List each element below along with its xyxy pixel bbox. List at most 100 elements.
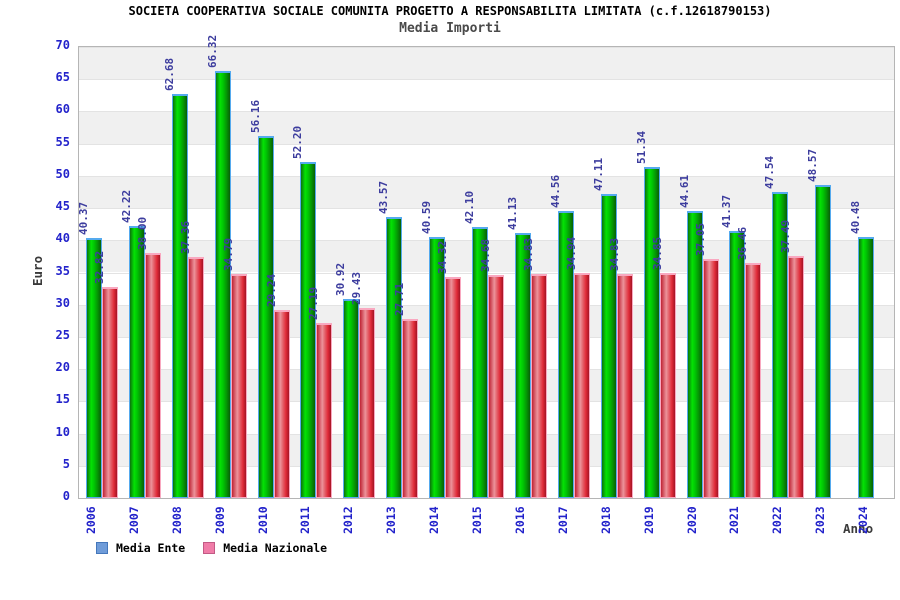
bar-media-nazionale	[316, 322, 333, 498]
bar-media-nazionale	[659, 273, 676, 498]
y-tick-label: 45	[55, 199, 70, 214]
x-tick-label: 2020	[684, 506, 699, 534]
x-tick-label: 2012	[341, 506, 356, 534]
bar-media-ente	[815, 185, 832, 498]
bar-value-label: 41.37	[720, 195, 734, 229]
bar-value-label: 62.68	[162, 58, 176, 92]
bar-media-ente	[729, 231, 746, 498]
bar-media-ente	[214, 70, 231, 498]
y-tick-label: 50	[55, 166, 70, 181]
bar-value-label: 34.32	[436, 240, 450, 274]
bar-media-nazionale	[445, 276, 462, 498]
y-tick-label: 65	[55, 70, 70, 85]
bar-value-label: 32.82	[93, 250, 106, 284]
bar-media-nazionale	[144, 253, 161, 498]
bar-media-nazionale	[788, 256, 805, 498]
bar-value-label: 37.05	[693, 223, 707, 257]
x-tick-label: 2022	[770, 506, 785, 534]
y-tick-label: 30	[55, 295, 70, 310]
bar-value-label: 42.22	[119, 189, 133, 223]
bar-value-label: 34.94	[564, 236, 578, 270]
bar-value-label: 56.16	[248, 100, 262, 134]
bar-media-nazionale	[359, 308, 376, 498]
bar-media-nazionale	[573, 272, 590, 498]
bar-value-label: 34.83	[607, 237, 621, 271]
chart-title: SOCIETA COOPERATIVA SOCIALE COMUNITA PRO…	[128, 4, 772, 18]
bar-media-ente	[472, 226, 489, 498]
bar-media-ente	[86, 237, 102, 498]
bar-value-label: 40.37	[77, 201, 90, 235]
bar-value-label: 44.61	[677, 174, 691, 208]
bar-value-label: 34.79	[221, 237, 235, 271]
bar-value-label: 30.92	[334, 262, 348, 296]
bar-value-label: 27.71	[393, 283, 407, 317]
x-tick-label: 2015	[470, 506, 485, 534]
y-tick-label: 60	[55, 102, 70, 117]
bar-media-nazionale	[488, 274, 505, 498]
bar-value-label: 36.46	[736, 226, 750, 261]
x-tick-label: 2024	[856, 506, 871, 534]
bar-media-nazionale	[273, 309, 290, 498]
x-tick-label: 2010	[255, 506, 270, 534]
bar-value-label: 43.57	[377, 181, 391, 215]
bar-value-label: 40.48	[849, 201, 863, 235]
bar-media-ente	[643, 167, 660, 498]
bar-value-label: 37.49	[779, 220, 793, 254]
bar-value-label: 40.59	[420, 200, 434, 234]
bar-media-ente	[600, 194, 617, 498]
x-axis-title: Anno	[843, 521, 874, 536]
bar-media-ente	[858, 237, 875, 498]
bar-value-label: 47.11	[591, 158, 605, 192]
x-tick-label: 2019	[641, 506, 656, 534]
bar-media-ente	[429, 236, 446, 498]
bar-media-ente	[514, 233, 531, 498]
bar-media-nazionale	[530, 273, 547, 498]
bar-media-nazionale	[745, 263, 762, 498]
bar-media-ente	[171, 94, 188, 498]
bar-value-label: 41.13	[505, 196, 519, 231]
chart-subtitle: Media Importi	[399, 21, 501, 36]
x-tick-label: 2011	[298, 506, 313, 534]
media-nazionale-swatch-icon	[203, 542, 216, 554]
bar-media-ente	[343, 298, 360, 498]
bar-media-ente	[300, 161, 317, 498]
y-tick-label: 0	[62, 489, 70, 503]
plot-area: 40.37 32.82 42.22 38.00 62.68 37.36 66.32 34.79…	[77, 35, 895, 499]
bar-value-label: 37.36	[178, 221, 192, 255]
bar-value-label: 27.19	[307, 286, 321, 320]
x-tick-label: 2013	[384, 506, 399, 534]
y-tick-label: 20	[55, 360, 70, 375]
bar-media-nazionale	[230, 273, 247, 498]
bar-media-nazionale	[702, 259, 719, 498]
bar-media-nazionale	[187, 257, 204, 498]
bar-value-label: 29.24	[264, 273, 278, 307]
bar-media-nazionale	[102, 286, 118, 498]
x-tick-label: 2006	[84, 506, 98, 534]
bar-media-nazionale	[616, 273, 633, 498]
legend-item-media-nazionale: Media Nazionale	[203, 541, 327, 555]
media-ente-swatch-icon	[96, 542, 108, 554]
x-tick-label: 2017	[555, 506, 570, 534]
legend-item-media-ente: Media Ente	[96, 541, 185, 555]
bar-value-label: 34.83	[521, 237, 535, 271]
x-tick-label: 2014	[427, 506, 442, 534]
bar-media-ente	[386, 217, 403, 498]
bar-value-label: 51.34	[634, 131, 648, 165]
y-tick-label: 40	[55, 231, 70, 246]
bar-value-label: 29.43	[350, 272, 364, 306]
legend-label-media-ente: Media Ente	[116, 541, 186, 555]
x-tick-label: 2009	[212, 506, 227, 534]
x-tick-label: 2008	[169, 506, 184, 534]
bar-value-label: 48.57	[806, 148, 820, 183]
bars-layer: 40.37 32.82 42.22 38.00 62.68 37.36 66.32 34.79…	[77, 35, 894, 498]
x-tick-label: 2007	[126, 506, 141, 534]
x-tick-label: 2023	[813, 506, 828, 534]
y-tick-label: 5	[62, 456, 70, 471]
bar-media-ente	[257, 136, 274, 498]
legend-label-media-nazionale: Media Nazionale	[223, 541, 328, 555]
bar-media-ente	[686, 210, 703, 498]
x-tick-label: 2016	[512, 506, 527, 534]
y-tick-label: 70	[55, 38, 70, 52]
y-tick-label: 15	[55, 392, 70, 407]
